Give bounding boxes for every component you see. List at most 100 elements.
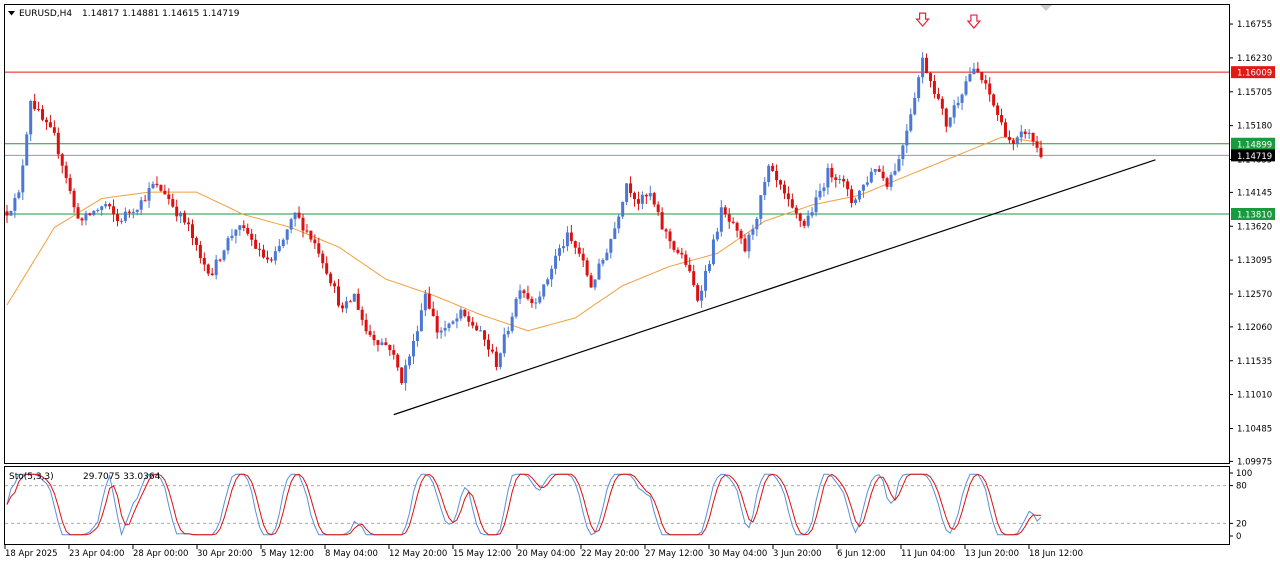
candle-body xyxy=(48,122,52,128)
candle-body xyxy=(139,200,143,210)
candles xyxy=(5,52,1043,391)
candle-body xyxy=(550,268,554,280)
time-tick-label: 5 May 12:00 xyxy=(261,549,314,559)
time-tick-label: 3 Jun 20:00 xyxy=(773,549,822,559)
candle-body xyxy=(411,340,415,357)
candle-body xyxy=(112,206,116,215)
candle-body xyxy=(64,165,68,178)
candle-body xyxy=(727,214,731,222)
candle-body xyxy=(782,184,786,194)
candle-body xyxy=(1007,136,1011,141)
candle-body xyxy=(183,212,187,223)
time-axis: 18 Apr 2025 23 Apr 04:00 28 Apr 00:00 30 Ap… xyxy=(4,545,1083,559)
candle-body xyxy=(850,189,854,203)
candle-body xyxy=(56,132,60,155)
candle-body xyxy=(846,181,850,190)
time-tick-label: 18 Jun 12:00 xyxy=(1029,549,1083,559)
candle-body xyxy=(838,178,842,180)
candle-body xyxy=(909,114,913,131)
candle-body xyxy=(277,245,281,252)
candle-body xyxy=(269,259,273,261)
candle-body xyxy=(494,351,498,367)
price-tick-label: 1.13620 xyxy=(1237,222,1272,232)
trendline[interactable] xyxy=(393,159,1156,416)
candle-body xyxy=(676,249,680,253)
time-tick-label: 13 Jun 20:00 xyxy=(965,549,1019,559)
candle-body xyxy=(609,239,613,253)
candle-body xyxy=(131,211,135,213)
candle-body xyxy=(360,309,364,320)
candle-body xyxy=(479,330,483,332)
candle-body xyxy=(569,232,573,242)
candle-body xyxy=(719,207,723,232)
trendline-group[interactable] xyxy=(393,159,1156,416)
candle-body xyxy=(427,293,431,309)
candle-body xyxy=(810,212,814,216)
candle-body xyxy=(960,94,964,103)
candle-body xyxy=(297,212,301,218)
candle-body xyxy=(1015,137,1019,144)
price-tick-label: 1.09975 xyxy=(1237,457,1272,467)
candle-body xyxy=(798,213,802,221)
candle-body xyxy=(1027,132,1031,135)
ma-line xyxy=(6,136,1042,332)
candle-body xyxy=(613,228,617,240)
candle-body xyxy=(861,184,865,191)
candle-body xyxy=(226,238,230,251)
candle-body xyxy=(952,105,956,118)
candle-body xyxy=(976,68,980,72)
candle-body xyxy=(29,100,33,135)
candle-body xyxy=(972,68,976,75)
candle-body xyxy=(467,316,471,322)
price-label-bg-level xyxy=(1231,137,1275,150)
candle-body xyxy=(644,194,648,197)
candle-body xyxy=(510,316,514,332)
candle-body xyxy=(76,207,80,219)
candle-body xyxy=(834,177,838,180)
candle-body xyxy=(589,275,593,288)
candle-body xyxy=(356,293,360,310)
candle-body xyxy=(262,249,266,258)
candle-body xyxy=(684,254,688,265)
candle-body xyxy=(100,206,104,210)
candle-body xyxy=(751,229,755,235)
candle-body xyxy=(92,210,96,216)
candle-body xyxy=(352,293,356,302)
candle-body xyxy=(415,331,419,341)
candle-body xyxy=(1011,140,1015,144)
symbol-menu-icon[interactable] xyxy=(8,11,15,16)
candle-body xyxy=(640,194,644,204)
candle-body xyxy=(597,263,601,280)
candle-body xyxy=(869,171,873,183)
candle-body xyxy=(80,218,84,221)
stoch-tick-label: 20 xyxy=(1236,519,1247,529)
candle-body xyxy=(601,259,605,264)
candle-body xyxy=(17,192,21,198)
candle-body xyxy=(743,238,747,252)
candle-body xyxy=(826,167,830,188)
candle-body xyxy=(396,354,400,368)
time-tick-label: 30 Apr 20:00 xyxy=(197,549,252,559)
candle-body xyxy=(558,248,562,256)
candle-body xyxy=(234,229,238,236)
candle-body xyxy=(368,331,372,335)
candle-body xyxy=(400,367,404,384)
chart-shift-icon[interactable] xyxy=(1040,5,1052,11)
candle-body xyxy=(21,165,25,193)
candle-body xyxy=(127,211,131,213)
candle-body xyxy=(921,57,925,78)
candle-body xyxy=(648,193,652,197)
candle-body xyxy=(281,239,285,246)
candle-body xyxy=(767,165,771,183)
candle-body xyxy=(175,206,179,217)
time-tick-label: 11 Jun 04:00 xyxy=(901,549,955,559)
time-tick-label: 15 May 12:00 xyxy=(453,549,511,559)
price-tick-label: 1.12570 xyxy=(1237,290,1272,300)
candle-body xyxy=(763,182,767,196)
candle-body xyxy=(881,171,885,179)
candle-body xyxy=(664,229,668,232)
candle-body xyxy=(581,253,585,261)
candle-body xyxy=(901,145,905,160)
candle-body xyxy=(451,321,455,324)
